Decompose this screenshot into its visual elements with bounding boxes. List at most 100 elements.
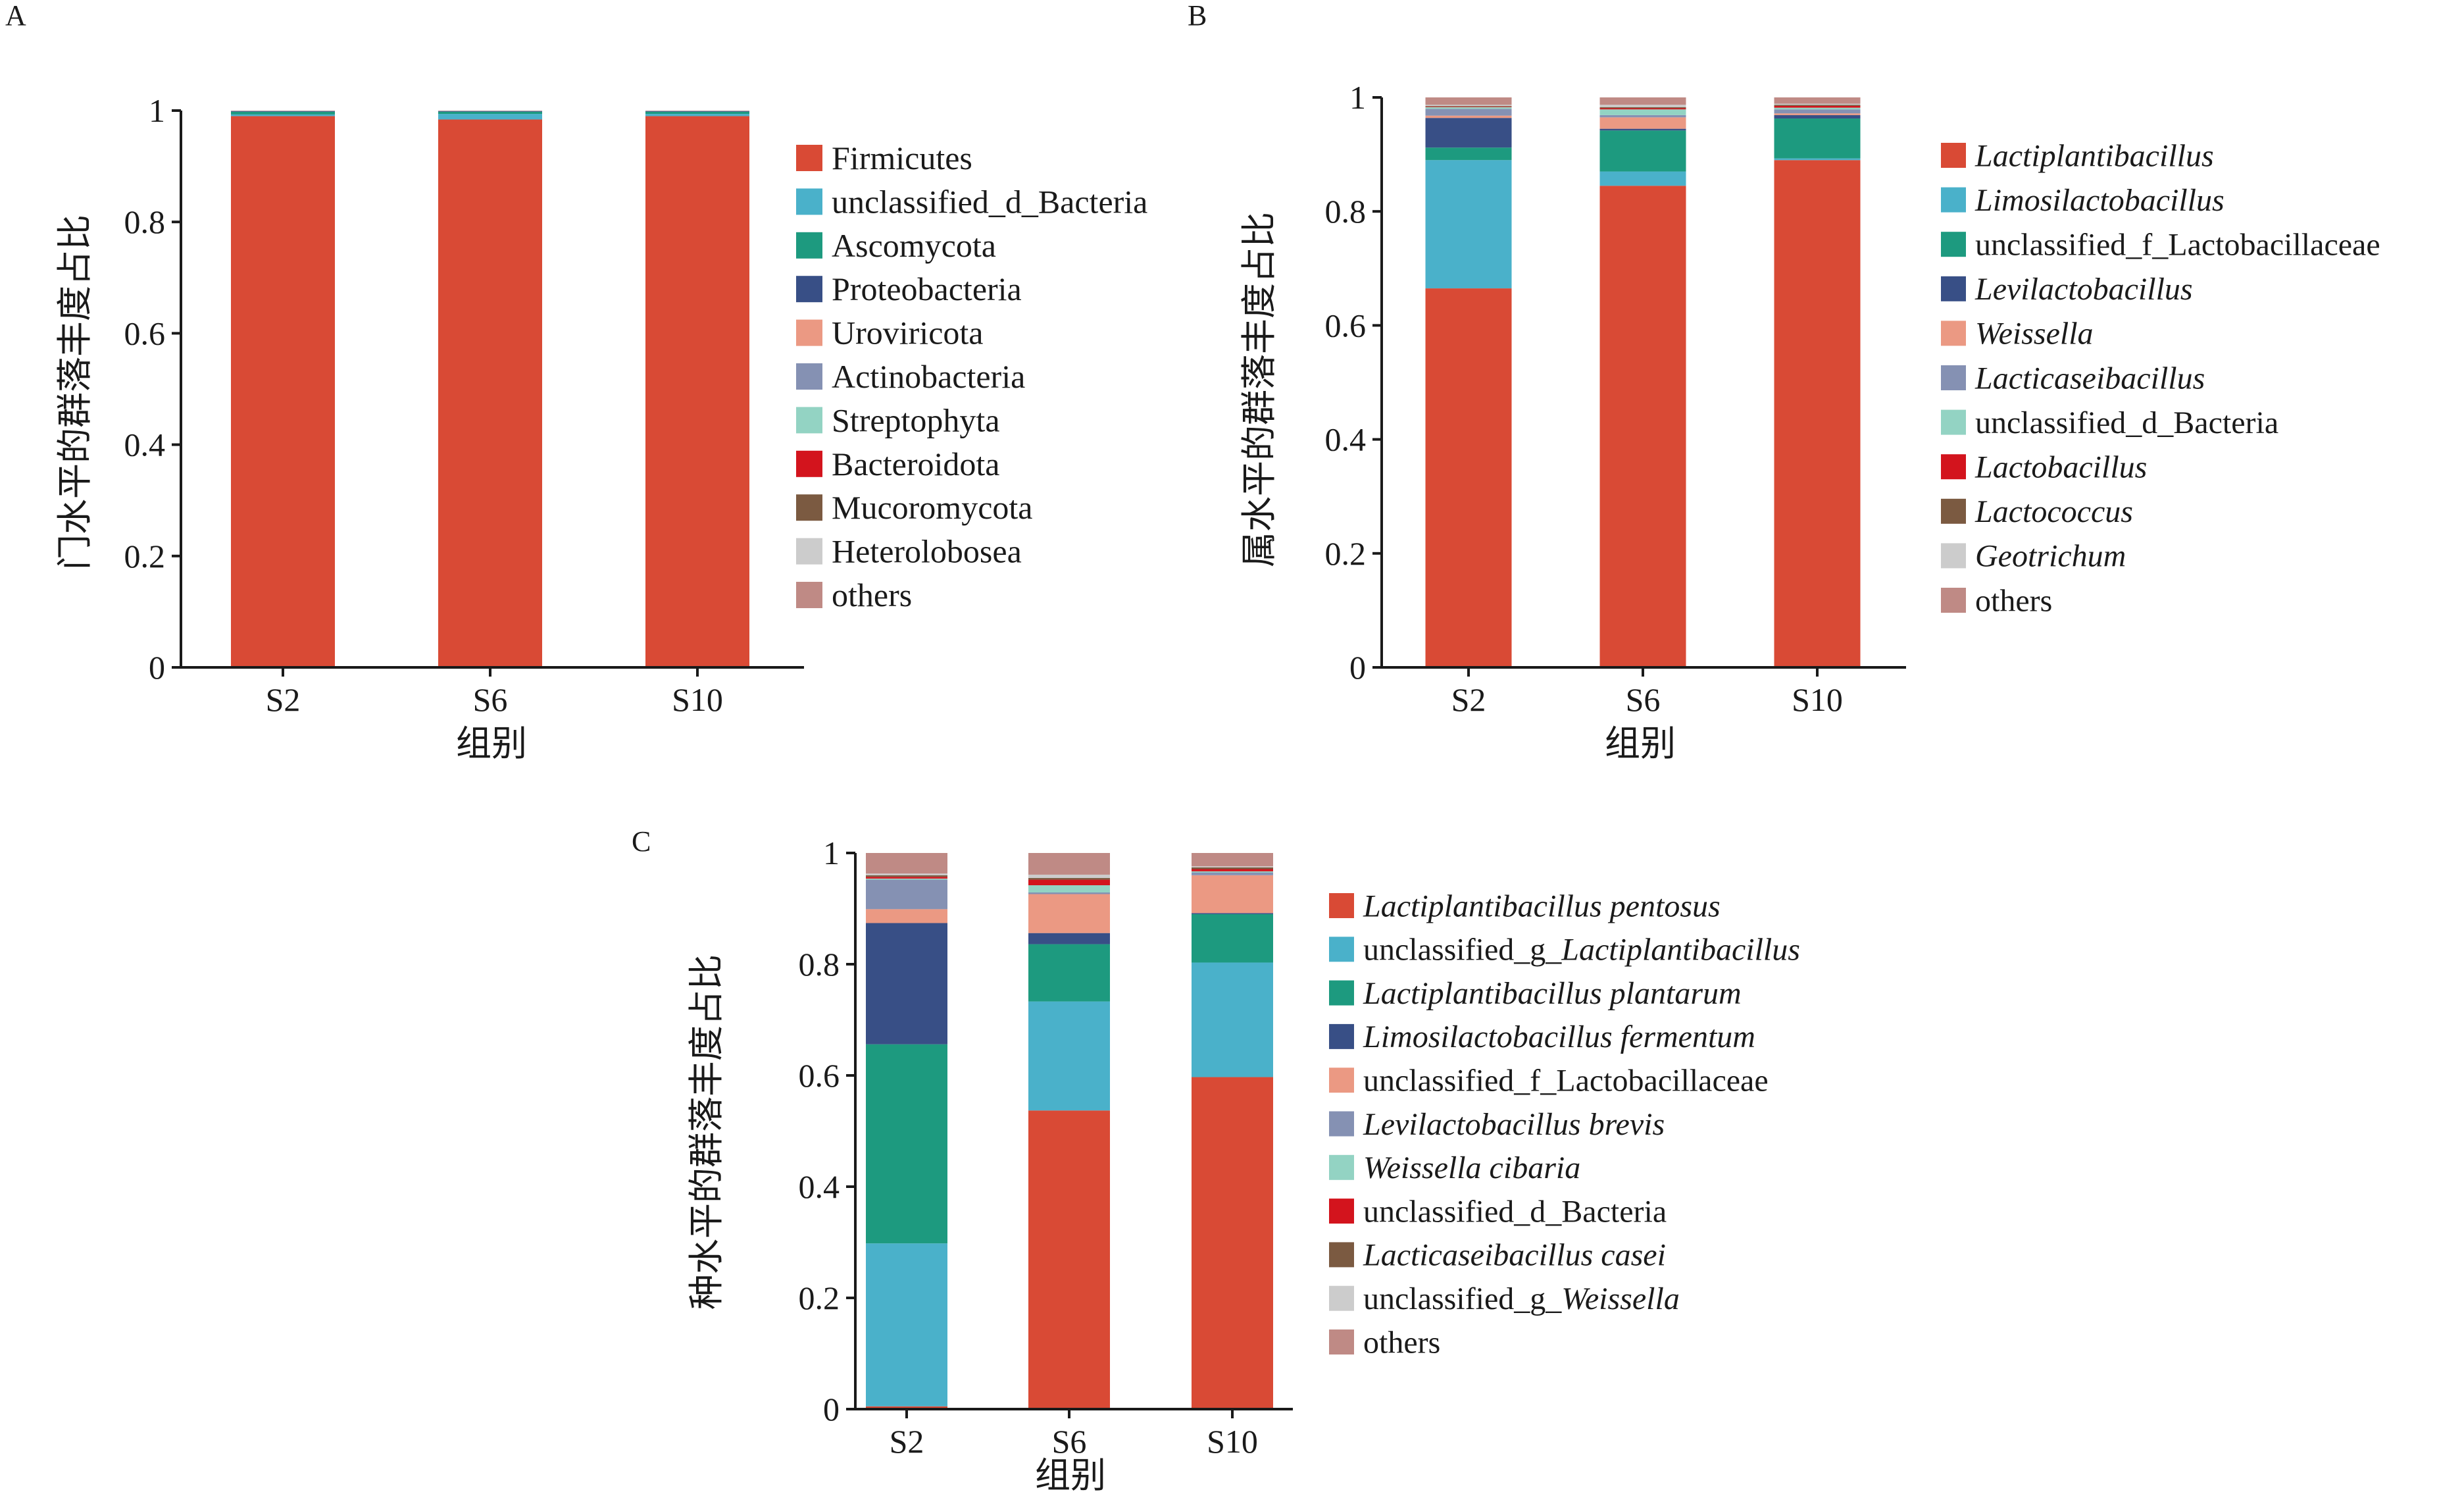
- bar-segment-s2-2: [1425, 160, 1512, 289]
- bar-segment-s10-3: [645, 111, 749, 115]
- legend-swatch-7: [796, 407, 822, 434]
- legend-label-8: Lactobacillus: [1974, 450, 2147, 485]
- bar-segment-s2-1: [1425, 288, 1512, 667]
- y-tick-label: 0.6: [124, 315, 166, 351]
- legend-label-4: Limosilactobacillus fermentum: [1363, 1019, 1755, 1054]
- x-tick-label-s10: S10: [672, 681, 723, 718]
- legend-swatch-5: [1941, 321, 1966, 346]
- bar-segment-s10-6: [1192, 872, 1273, 875]
- x-axis-title-c: 组别: [1035, 1456, 1106, 1495]
- bar-segment-s10-4: [1774, 115, 1861, 119]
- panel-c-species-chart: 0 0.2 0.4 0.6 0.8 1 S2 S6 S10 Lactiplantibacillus…: [799, 835, 1800, 1460]
- legend-label-10: Heterolobosea: [832, 533, 1022, 570]
- x-tick-label-s6: S6: [1626, 681, 1661, 718]
- legend-swatch-11: [1941, 588, 1966, 613]
- bar-segment-s2-2: [231, 114, 335, 116]
- bar-segment-s10-7: [1774, 107, 1861, 110]
- bar-segment-s6-5: [1028, 894, 1110, 933]
- y-tick-label: 0.6: [1325, 307, 1367, 344]
- y-axis-title-a: 门水平的群落丰度占比: [55, 215, 95, 570]
- y-tick-label: 0.2: [1325, 535, 1367, 572]
- legend-label-11: others: [1975, 583, 2052, 618]
- legend-swatch-4: [1329, 1023, 1354, 1049]
- legend-label-1: Lactiplantibacillus: [1974, 138, 2214, 173]
- bar-segment-s10-2: [1192, 962, 1273, 1077]
- bar-segment-s10-3: [1774, 118, 1861, 159]
- legend-swatch-2: [796, 188, 822, 215]
- panel-b-genus-chart: 0 0.2 0.4 0.6 0.8 1 S2 S6 S10 Lactiplantibacillus…: [1325, 79, 2380, 718]
- legend-swatch-7: [1329, 1154, 1354, 1180]
- y-tick-label: 1: [823, 835, 840, 871]
- legend-label-11: others: [1363, 1325, 1440, 1360]
- panel-label-c: C: [632, 825, 651, 858]
- bar-segment-s10-2: [1774, 158, 1861, 161]
- x-tick-label-s6: S6: [473, 681, 508, 718]
- legend-swatch-3: [1329, 980, 1354, 1006]
- bar-segment-s6-3: [1599, 130, 1686, 172]
- bar-segment-s2-4: [866, 923, 947, 1045]
- bar-segment-s2-10: [866, 873, 947, 875]
- y-tick-label: 0: [1349, 649, 1366, 686]
- y-tick-label: 0.4: [1325, 421, 1367, 458]
- y-tick-label: 0.2: [799, 1279, 840, 1316]
- legend-swatch-5: [1329, 1068, 1354, 1093]
- x-tick-label-s10: S10: [1792, 681, 1843, 718]
- y-tick-label: 0.6: [799, 1057, 840, 1094]
- bar-segment-s2-6: [866, 879, 947, 910]
- x-tick-label-s2: S2: [266, 681, 301, 718]
- legend-label-8: Bacteroidota: [832, 446, 999, 482]
- legend-swatch-1: [1329, 893, 1354, 918]
- legend-swatch-8: [1941, 454, 1966, 480]
- bar-segment-s10-5: [1774, 113, 1861, 115]
- bar-segment-s2-7: [1425, 107, 1512, 109]
- bar-segment-s2-1: [866, 1406, 947, 1409]
- legend-swatch-2: [1941, 187, 1966, 213]
- legend-label-10: Geotrichum: [1975, 539, 2126, 574]
- x-tick-label-s2: S2: [890, 1423, 924, 1460]
- bar-segment-s2-9: [1425, 105, 1512, 107]
- bar-segment-s6-3: [1028, 944, 1110, 1002]
- legend-swatch-6: [796, 363, 822, 390]
- bar-segment-s10-4: [1192, 913, 1273, 914]
- legend-swatch-8: [1329, 1199, 1354, 1224]
- bar-segment-s10-1: [645, 116, 749, 667]
- bar-segment-s6-7: [1028, 885, 1110, 892]
- bar-segment-s10-10: [1192, 866, 1273, 867]
- bar-segment-s6-3: [438, 111, 542, 115]
- y-axis-title-b: 属水平的群落丰度占比: [1240, 212, 1279, 567]
- legend-swatch-6: [1941, 365, 1966, 390]
- legend-swatch-3: [1941, 232, 1966, 257]
- bar-segment-s2-7: [866, 878, 947, 880]
- bar-segment-s6-1: [1599, 186, 1686, 668]
- panel-label-b: B: [1188, 0, 1207, 32]
- bar-segment-s10-11: [1774, 97, 1861, 104]
- bar-segment-s10-3: [1192, 914, 1273, 963]
- x-axis-title-a: 组别: [456, 724, 527, 763]
- bar-segment-s2-4: [1425, 118, 1512, 148]
- panel-a-phylum-chart: 0 0.2 0.4 0.6 0.8 1 S2 S6 S10 Firmicutes unclassif…: [124, 92, 1148, 718]
- bar-segment-s2-5: [1425, 115, 1512, 118]
- legend-label-5: Uroviricota: [832, 315, 983, 351]
- bar-segment-s2-3: [866, 1044, 947, 1244]
- bar-segment-s2-8: [866, 877, 947, 879]
- legend-label-8: unclassified_d_Bacteria: [1363, 1194, 1667, 1229]
- y-tick-label: 0.2: [124, 538, 166, 575]
- bar-segment-s6-9: [1028, 878, 1110, 880]
- panel-label-a: A: [5, 0, 26, 32]
- legend-swatch-7: [1941, 409, 1966, 435]
- bar-segment-s10-7: [1192, 871, 1273, 873]
- bar-segment-s10-5: [1192, 875, 1273, 914]
- bar-segment-s2-1: [231, 116, 335, 667]
- bar-segment-s6-6: [1028, 892, 1110, 894]
- bar-segment-s6-10: [1599, 105, 1686, 107]
- bar-segment-s2-3: [1425, 147, 1512, 161]
- x-tick-label-s6: S6: [1052, 1423, 1087, 1460]
- legend-swatch-1: [1941, 143, 1966, 168]
- bar-segment-s2-11: [866, 853, 947, 874]
- y-tick-label: 0.4: [799, 1168, 840, 1205]
- bar-segment-s10-11: [1192, 853, 1273, 867]
- bar-segment-s2-5: [866, 909, 947, 923]
- bar-segment-s6-8: [1599, 108, 1686, 110]
- legend-label-2: unclassified_d_Bacteria: [832, 183, 1147, 220]
- y-tick-label: 1: [149, 92, 165, 129]
